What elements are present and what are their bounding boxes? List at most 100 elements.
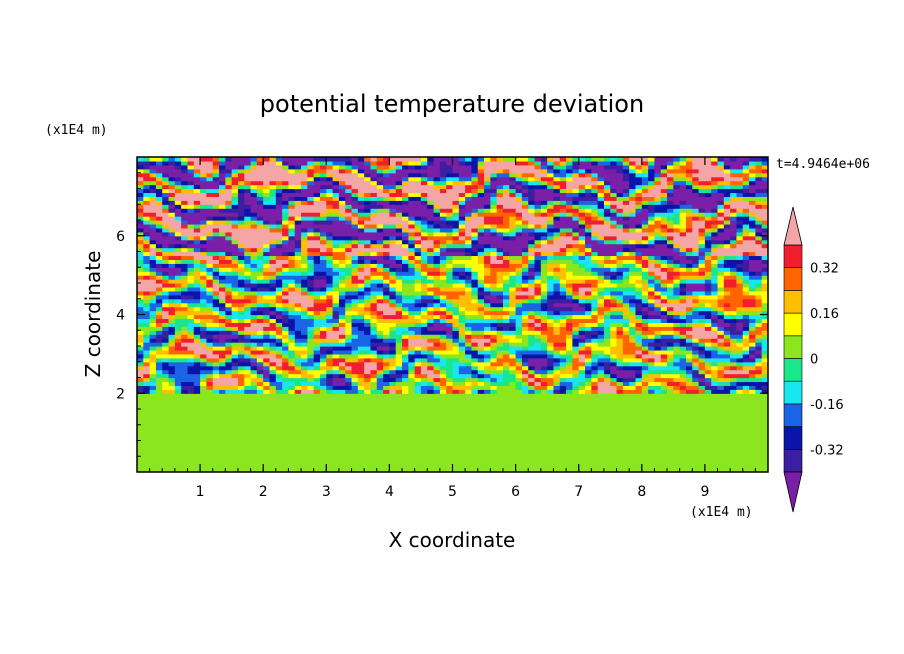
field-cell <box>749 326 756 331</box>
field-cell <box>578 306 586 312</box>
field-cell <box>648 318 656 323</box>
field-cell <box>736 290 744 296</box>
field-cell <box>275 357 283 363</box>
field-cell <box>477 357 485 363</box>
field-cell <box>269 349 277 355</box>
field-cell <box>383 326 390 331</box>
field-cell <box>635 373 643 379</box>
field-cell <box>749 432 756 438</box>
field-cell <box>427 365 435 371</box>
field-cell <box>263 460 271 465</box>
field-cell <box>294 314 302 320</box>
field-cell <box>572 405 580 410</box>
field-cell <box>446 302 454 308</box>
field-cell <box>162 342 170 347</box>
field-cell <box>490 460 498 465</box>
field-cell <box>231 424 239 430</box>
field-cell <box>326 452 334 457</box>
field-cell <box>294 357 302 363</box>
field-cell <box>597 412 605 418</box>
field-cell <box>408 326 416 331</box>
field-cell <box>345 365 353 371</box>
field-cell <box>301 412 308 418</box>
field-cell <box>534 369 542 375</box>
field-cell <box>465 322 473 327</box>
field-cell <box>332 448 340 453</box>
field-cell <box>736 369 744 375</box>
field-cell <box>332 440 340 446</box>
field-cell <box>282 286 290 292</box>
field-cell <box>357 286 365 292</box>
field-cell <box>212 369 220 375</box>
field-cell <box>698 294 706 300</box>
field-cell <box>294 468 302 472</box>
field-cell <box>755 436 763 442</box>
field-cell <box>231 452 239 457</box>
field-cell <box>149 428 157 434</box>
field-cell <box>357 381 365 386</box>
field-cell <box>559 405 567 410</box>
field-cell <box>692 294 700 300</box>
field-cell <box>553 298 561 304</box>
field-cell <box>685 330 693 335</box>
field-cell <box>206 397 214 402</box>
field-cell <box>301 456 308 461</box>
field-cell <box>717 275 725 280</box>
field-cell <box>660 389 668 394</box>
field-cell <box>742 334 750 339</box>
field-cell <box>420 298 428 304</box>
field-cell <box>143 275 151 280</box>
field-cell <box>275 302 283 308</box>
field-cell <box>174 377 182 383</box>
field-cell <box>231 314 239 320</box>
field-cell <box>219 342 226 347</box>
field-cell <box>370 330 378 335</box>
field-cell <box>338 357 346 363</box>
field-cell <box>149 448 157 453</box>
field-cell <box>275 279 283 284</box>
field-cell <box>698 310 706 316</box>
field-cell <box>395 405 403 410</box>
field-cell <box>256 389 264 394</box>
field-cell <box>219 357 226 363</box>
field-cell <box>244 353 252 359</box>
field-cell <box>288 326 296 331</box>
field-cell <box>244 405 252 410</box>
field-cell <box>319 342 327 347</box>
field-cell <box>370 405 378 410</box>
field-cell <box>648 298 656 304</box>
field-cell <box>515 334 523 339</box>
field-cell <box>345 361 353 367</box>
field-cell <box>679 314 687 320</box>
field-cell <box>667 416 674 422</box>
field-cell <box>137 397 144 402</box>
field-cell <box>484 393 491 398</box>
field-cell <box>452 432 460 438</box>
field-cell <box>578 283 586 288</box>
field-cell <box>294 369 302 375</box>
field-cell <box>231 279 239 284</box>
field-cell <box>578 290 586 296</box>
field-cell <box>193 302 201 308</box>
field-cell <box>256 342 264 347</box>
field-cell <box>174 283 182 288</box>
field-cell <box>534 338 542 343</box>
field-cell <box>477 306 485 312</box>
field-cell <box>465 357 473 363</box>
field-cell <box>484 357 491 363</box>
field-cell <box>717 322 725 327</box>
field-cell <box>591 318 599 323</box>
field-cell <box>616 412 624 418</box>
field-cell <box>692 286 700 292</box>
field-cell <box>742 353 750 359</box>
field-cell <box>370 286 378 292</box>
field-cell <box>477 275 485 280</box>
field-cell <box>471 385 479 390</box>
field-cell <box>534 452 542 457</box>
field-cell <box>559 436 567 442</box>
field-cell <box>616 306 624 312</box>
field-cell <box>566 397 573 402</box>
field-cell <box>635 346 643 351</box>
field-cell <box>648 349 656 355</box>
field-cell <box>250 326 258 331</box>
